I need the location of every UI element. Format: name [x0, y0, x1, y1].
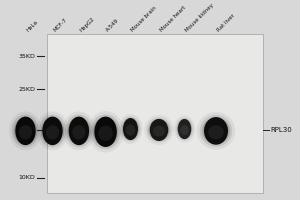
Ellipse shape	[208, 125, 224, 139]
Text: RPL30: RPL30	[270, 127, 292, 133]
Ellipse shape	[9, 111, 42, 150]
Ellipse shape	[176, 117, 194, 141]
Ellipse shape	[46, 125, 59, 139]
Text: Rat liver: Rat liver	[216, 13, 236, 33]
Ellipse shape	[144, 115, 174, 145]
Text: Mouse kidney: Mouse kidney	[184, 3, 215, 33]
Ellipse shape	[93, 117, 119, 147]
Text: HeLa: HeLa	[26, 20, 39, 33]
Ellipse shape	[118, 114, 142, 144]
Ellipse shape	[150, 119, 168, 141]
Text: 15KD: 15KD	[19, 127, 35, 132]
Ellipse shape	[41, 117, 64, 145]
Ellipse shape	[120, 116, 141, 142]
Text: Mouse heart: Mouse heart	[159, 5, 187, 33]
Ellipse shape	[65, 114, 93, 147]
Ellipse shape	[122, 118, 139, 140]
Text: Mouse brain: Mouse brain	[130, 6, 158, 33]
Ellipse shape	[200, 115, 232, 147]
Ellipse shape	[94, 117, 117, 147]
Text: MCF-7: MCF-7	[52, 18, 68, 33]
Ellipse shape	[42, 117, 63, 145]
Ellipse shape	[123, 118, 138, 140]
Ellipse shape	[72, 125, 86, 139]
Ellipse shape	[15, 117, 36, 145]
Ellipse shape	[177, 119, 192, 139]
Ellipse shape	[12, 114, 39, 147]
Ellipse shape	[98, 126, 113, 141]
Bar	[46, 34, 262, 193]
Ellipse shape	[126, 125, 135, 136]
Ellipse shape	[146, 117, 172, 143]
Ellipse shape	[202, 117, 230, 144]
Ellipse shape	[180, 125, 189, 135]
Ellipse shape	[63, 111, 95, 150]
Ellipse shape	[197, 112, 235, 150]
Ellipse shape	[88, 111, 124, 152]
Ellipse shape	[153, 126, 165, 137]
Ellipse shape	[178, 119, 191, 139]
Text: A-549: A-549	[106, 18, 121, 33]
Text: 35KD: 35KD	[19, 54, 35, 59]
Ellipse shape	[148, 119, 170, 141]
Ellipse shape	[39, 114, 66, 147]
Text: HepG2: HepG2	[79, 16, 96, 33]
Ellipse shape	[204, 117, 228, 145]
Ellipse shape	[69, 117, 89, 145]
Ellipse shape	[36, 111, 69, 150]
Ellipse shape	[19, 125, 32, 139]
Ellipse shape	[14, 117, 37, 145]
Ellipse shape	[90, 114, 121, 149]
Ellipse shape	[67, 117, 91, 145]
Text: 10KD: 10KD	[19, 175, 35, 180]
Text: 25KD: 25KD	[19, 87, 35, 92]
